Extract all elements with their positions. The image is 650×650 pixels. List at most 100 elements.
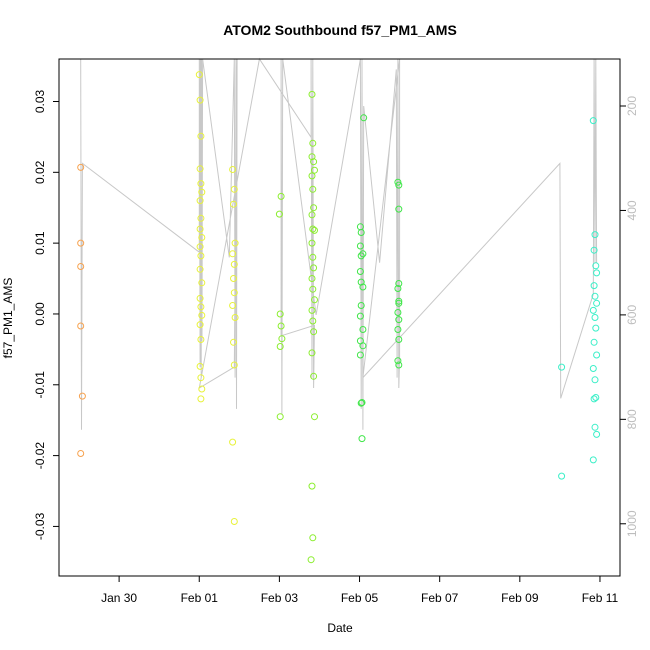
data-point bbox=[357, 229, 365, 236]
data-point bbox=[591, 292, 599, 300]
data-point bbox=[359, 250, 367, 258]
data-point bbox=[591, 231, 599, 239]
data-point bbox=[558, 472, 566, 480]
secondary-series-line bbox=[80, 57, 598, 430]
x-tick-label: Feb 05 bbox=[341, 591, 379, 605]
data-point bbox=[309, 317, 317, 325]
data-point bbox=[196, 165, 204, 173]
data-point bbox=[359, 342, 367, 350]
data-point bbox=[311, 226, 318, 234]
data-point bbox=[77, 450, 85, 457]
x-tick-label: Feb 11 bbox=[582, 591, 619, 605]
y-axis-label: f57_PM1_AMS bbox=[1, 278, 15, 359]
data-point bbox=[592, 262, 600, 270]
y2-tick-label: 1000 bbox=[625, 510, 639, 537]
data-point bbox=[310, 372, 318, 380]
x-tick-label: Jan 30 bbox=[101, 591, 137, 605]
y-tick-label: 0.02 bbox=[33, 160, 47, 184]
data-point bbox=[308, 482, 316, 490]
data-point bbox=[230, 518, 238, 525]
data-point bbox=[590, 246, 598, 254]
series-2 bbox=[275, 90, 318, 564]
data-point bbox=[309, 225, 317, 233]
data-point bbox=[309, 139, 317, 147]
data-point bbox=[590, 395, 598, 403]
data-point bbox=[196, 321, 204, 329]
data-point bbox=[230, 260, 238, 268]
data-point bbox=[230, 338, 237, 346]
data-point bbox=[198, 188, 206, 196]
data-point bbox=[395, 299, 403, 307]
data-point bbox=[394, 178, 402, 186]
data-point bbox=[558, 363, 566, 371]
x-tick-label: Feb 09 bbox=[501, 591, 539, 605]
y2-axis: 200 400 600 800 1000 bbox=[620, 96, 639, 537]
data-point bbox=[593, 299, 601, 307]
data-point bbox=[308, 153, 316, 161]
data-point bbox=[196, 96, 204, 104]
data-point bbox=[77, 263, 85, 270]
data-point bbox=[591, 314, 599, 321]
data-point bbox=[359, 283, 367, 291]
data-point bbox=[229, 250, 237, 258]
data-point bbox=[198, 234, 206, 241]
series-0 bbox=[77, 163, 86, 457]
data-point bbox=[197, 214, 205, 222]
data-point bbox=[394, 309, 402, 316]
x-tick-label: Feb 07 bbox=[421, 591, 459, 605]
data-point bbox=[356, 268, 364, 275]
data-point bbox=[198, 311, 206, 319]
data-point bbox=[357, 278, 365, 286]
data-point bbox=[589, 456, 597, 464]
y-tick-label: 0.00 bbox=[33, 302, 47, 326]
data-point bbox=[197, 395, 205, 403]
data-point bbox=[358, 399, 366, 406]
points-layer bbox=[77, 71, 601, 564]
data-point bbox=[395, 316, 403, 324]
data-point bbox=[197, 252, 205, 260]
data-point bbox=[356, 312, 364, 320]
data-point bbox=[197, 303, 205, 311]
y-tick-label: -0.03 bbox=[33, 512, 47, 540]
data-point bbox=[360, 114, 368, 122]
data-point bbox=[593, 269, 601, 277]
data-point bbox=[591, 376, 599, 384]
y-tick-label: 0.01 bbox=[33, 231, 47, 255]
y2-tick-label: 600 bbox=[625, 305, 639, 325]
data-point bbox=[310, 264, 318, 272]
data-point bbox=[231, 239, 239, 247]
data-point bbox=[593, 351, 601, 359]
data-point bbox=[277, 192, 285, 200]
data-point bbox=[356, 351, 364, 359]
y-tick-label: -0.01 bbox=[33, 371, 47, 399]
data-point bbox=[357, 399, 365, 407]
data-point bbox=[278, 335, 286, 343]
y2-tick-label: 800 bbox=[625, 409, 639, 429]
data-point bbox=[590, 338, 598, 346]
data-point bbox=[356, 242, 364, 250]
data-point bbox=[230, 361, 238, 369]
data-point bbox=[357, 302, 365, 309]
y-tick-label: -0.02 bbox=[33, 442, 47, 470]
data-point bbox=[308, 172, 316, 180]
data-point bbox=[395, 297, 403, 305]
data-point bbox=[229, 166, 237, 173]
data-point bbox=[230, 275, 237, 282]
data-point bbox=[77, 239, 85, 247]
data-point bbox=[395, 205, 403, 213]
data-point bbox=[197, 336, 205, 343]
data-point bbox=[229, 302, 237, 309]
data-point bbox=[230, 200, 237, 208]
data-point bbox=[590, 282, 598, 290]
series-3 bbox=[356, 114, 403, 443]
x-tick-label: Feb 03 bbox=[261, 591, 299, 605]
data-point bbox=[395, 361, 403, 369]
data-point bbox=[311, 166, 318, 174]
data-point bbox=[592, 394, 600, 401]
data-point bbox=[357, 252, 365, 260]
series-1 bbox=[195, 71, 239, 525]
data-point bbox=[394, 326, 402, 333]
data-point bbox=[276, 310, 284, 318]
data-point bbox=[197, 374, 205, 382]
data-point bbox=[196, 362, 204, 370]
